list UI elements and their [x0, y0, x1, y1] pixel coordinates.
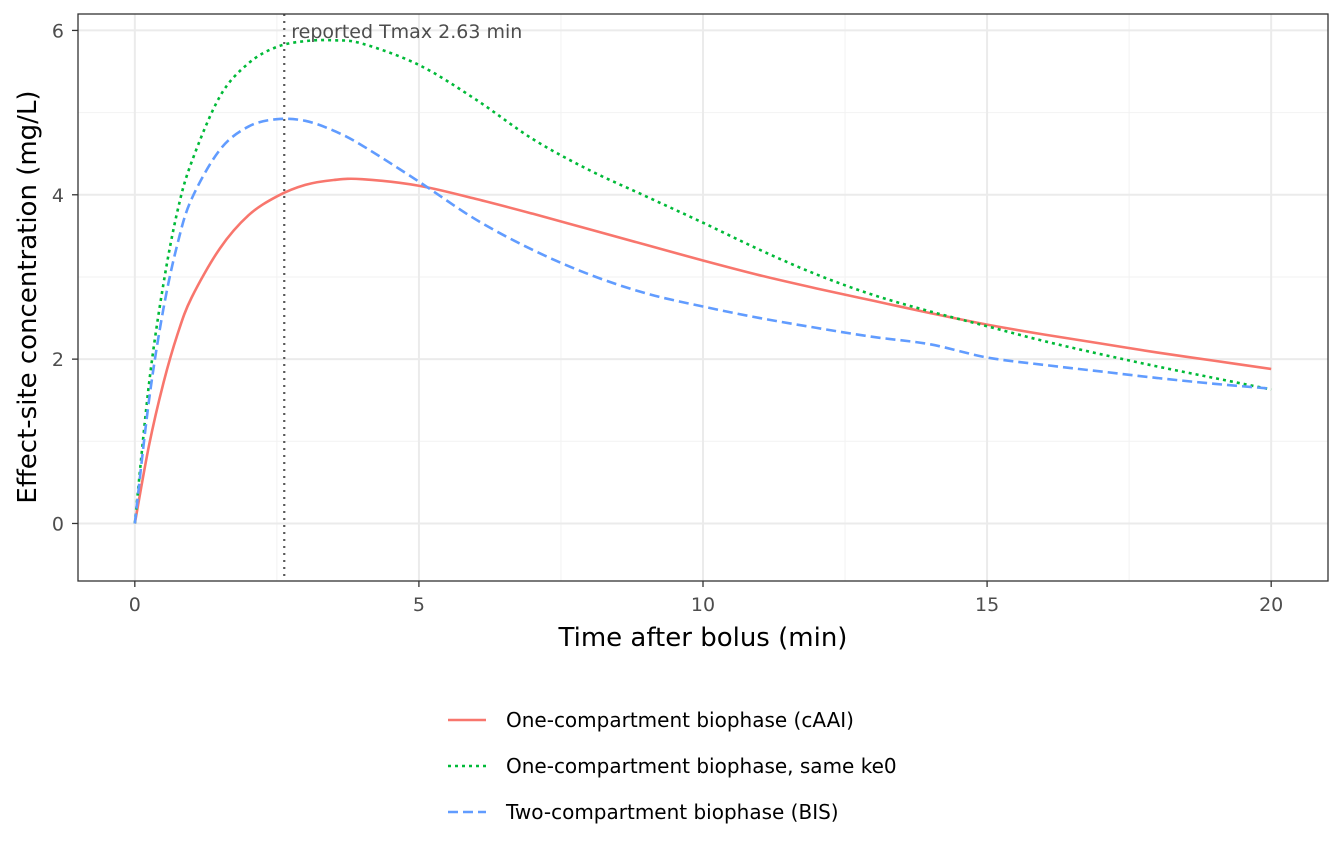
tmax-annotation-label: reported Tmax 2.63 min [291, 21, 522, 43]
major-gridlines [78, 14, 1328, 581]
legend-label-3: Two-compartment biophase (BIS) [505, 800, 839, 824]
series-line-1 [133, 177, 1272, 524]
series-line-3 [133, 117, 1272, 524]
y-tick-label: 4 [52, 185, 64, 207]
series-line-2 [133, 38, 1272, 524]
y-tick-label: 6 [52, 20, 64, 42]
x-tick-label: 20 [1259, 594, 1283, 616]
x-tick-label: 10 [691, 594, 715, 616]
series-layer [133, 38, 1272, 524]
legend: One-compartment biophase (cAAI) One-compa… [448, 708, 897, 824]
y-tick-label: 2 [52, 349, 64, 371]
x-tick-label: 5 [413, 594, 425, 616]
legend-label-2: One-compartment biophase, same ke0 [506, 754, 897, 778]
x-tick-label: 15 [975, 594, 999, 616]
x-axis-title: Time after bolus (min) [558, 623, 848, 653]
y-axis: 0 2 4 6 [52, 20, 78, 535]
legend-label-1: One-compartment biophase (cAAI) [506, 708, 854, 732]
annotation-layer: reported Tmax 2.63 min [283, 14, 522, 581]
x-tick-label: 0 [129, 594, 141, 616]
y-axis-title: Effect-site concentration (mg/L) [13, 90, 43, 503]
y-tick-label: 0 [52, 513, 64, 535]
x-axis: 0 5 10 15 20 [129, 581, 1283, 616]
